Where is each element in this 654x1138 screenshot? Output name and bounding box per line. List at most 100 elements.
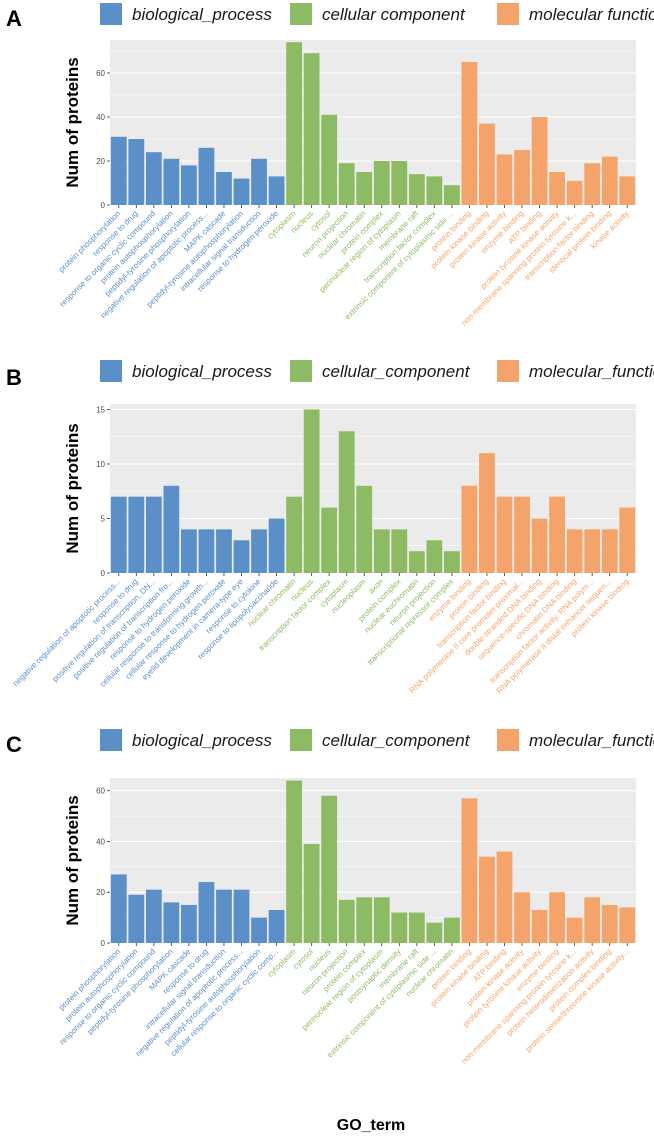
plot-background xyxy=(110,404,636,573)
bar-cc xyxy=(321,795,338,943)
bar-cc xyxy=(426,922,443,943)
bar-bp xyxy=(233,889,250,943)
bar-bp xyxy=(128,496,145,573)
panel-letter: B xyxy=(6,365,22,390)
legend-label-molecular-function: molecular_function xyxy=(529,731,654,750)
bar-mf xyxy=(619,507,636,573)
bar-cc xyxy=(303,53,320,206)
bar-mf xyxy=(531,518,548,573)
y-axis-title: Num of proteins xyxy=(63,795,82,925)
bar-mf xyxy=(601,904,618,943)
y-tick-label: 40 xyxy=(96,113,105,122)
bar-mf xyxy=(549,892,565,943)
bar-cc xyxy=(286,780,302,943)
y-tick-label: 15 xyxy=(96,405,105,414)
panel-letter: C xyxy=(6,732,22,757)
bar-cc xyxy=(356,172,373,205)
bar-mf xyxy=(496,154,513,205)
bar-bp xyxy=(251,158,267,205)
bar-mf xyxy=(461,485,478,573)
plot-background xyxy=(110,40,636,205)
y-axis-title: Num of proteins xyxy=(63,57,82,187)
bar-cc xyxy=(373,529,390,573)
legend-label-biological-process: biological_process xyxy=(132,362,272,381)
legend-swatch-cellular-component xyxy=(290,360,312,382)
bar-mf xyxy=(566,917,583,943)
y-tick-label: 5 xyxy=(101,514,106,523)
legend-swatch-biological-process xyxy=(100,729,122,751)
bar-bp xyxy=(110,874,127,943)
bar-cc xyxy=(303,409,320,573)
bar-mf xyxy=(619,176,636,205)
bar-bp xyxy=(233,178,250,205)
bar-mf xyxy=(601,529,618,573)
legend-swatch-cellular-component xyxy=(290,3,312,25)
bar-cc xyxy=(408,551,425,573)
bar-cc xyxy=(408,912,425,943)
bar-cc xyxy=(338,163,355,205)
bar-bp xyxy=(145,496,162,573)
legend-swatch-biological-process xyxy=(100,360,122,382)
bar-bp xyxy=(268,176,285,205)
bar-mf xyxy=(461,798,478,943)
bar-bp xyxy=(128,139,145,205)
bar-mf xyxy=(601,156,618,205)
legend-label-cellular-component: cellular component xyxy=(322,5,466,24)
bar-mf xyxy=(566,180,583,205)
bar-cc xyxy=(426,176,443,205)
y-tick-label: 10 xyxy=(96,460,105,469)
bar-mf xyxy=(479,453,495,573)
bar-mf xyxy=(479,856,495,943)
bar-bp xyxy=(110,136,127,205)
y-tick-label: 60 xyxy=(96,69,105,78)
bar-bp xyxy=(128,894,145,943)
bar-cc xyxy=(426,540,443,573)
bar-cc xyxy=(286,42,302,206)
bar-bp xyxy=(198,147,215,205)
bar-mf xyxy=(584,163,601,205)
bar-mf xyxy=(584,897,601,943)
bar-cc xyxy=(373,161,390,205)
bar-bp xyxy=(268,910,285,943)
y-tick-label: 20 xyxy=(96,888,105,897)
bar-mf xyxy=(584,529,601,573)
panel-letter: A xyxy=(6,6,22,31)
y-tick-label: 0 xyxy=(101,569,106,578)
bar-cc xyxy=(408,174,425,205)
y-axis-title: Num of proteins xyxy=(63,423,82,553)
bar-bp xyxy=(145,889,162,943)
bar-mf xyxy=(461,62,478,205)
bar-cc xyxy=(338,899,355,943)
bar-mf xyxy=(514,496,530,573)
x-axis-title: GO_term xyxy=(337,1117,405,1134)
bar-bp xyxy=(216,172,232,205)
bar-mf xyxy=(549,172,565,205)
bar-cc xyxy=(373,897,390,943)
legend-swatch-molecular-function xyxy=(497,729,519,751)
legend-label-molecular-function: molecular function xyxy=(529,5,654,24)
bar-bp xyxy=(251,529,267,573)
x-tick-label: protein autophosphorylation xyxy=(64,947,140,1023)
bar-cc xyxy=(444,185,460,205)
legend-label-cellular-component: cellular_component xyxy=(322,731,471,750)
plot-background xyxy=(110,778,636,943)
bar-cc xyxy=(391,529,408,573)
bar-mf xyxy=(566,529,583,573)
legend-label-biological-process: biological_process xyxy=(132,5,272,24)
bar-mf xyxy=(531,910,548,943)
bar-cc xyxy=(303,844,320,943)
bar-mf xyxy=(531,117,548,205)
y-tick-label: 0 xyxy=(101,201,106,210)
bar-bp xyxy=(163,158,180,205)
bar-bp xyxy=(181,165,197,205)
bar-mf xyxy=(549,496,565,573)
bar-cc xyxy=(338,431,355,573)
y-tick-label: 20 xyxy=(96,157,105,166)
bar-cc xyxy=(356,897,373,943)
bar-mf xyxy=(514,892,530,943)
bar-cc xyxy=(286,496,302,573)
